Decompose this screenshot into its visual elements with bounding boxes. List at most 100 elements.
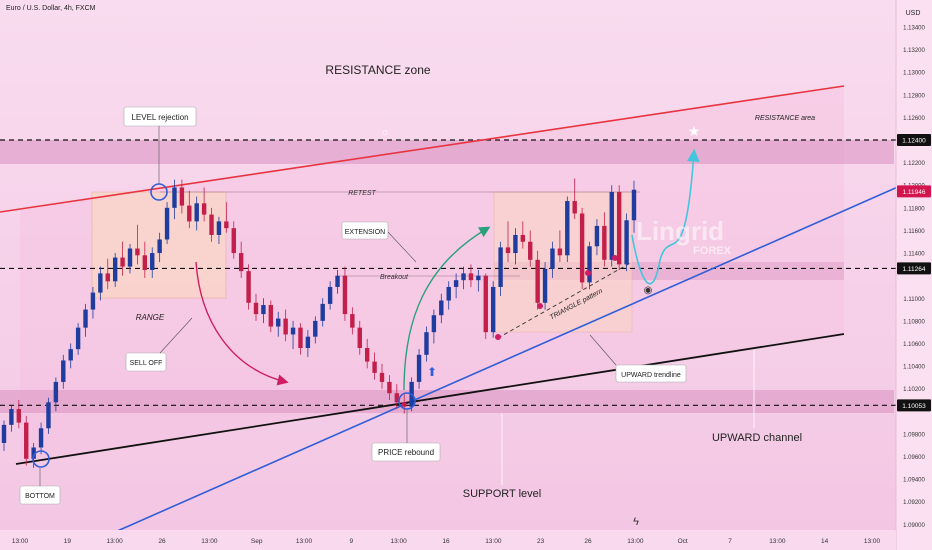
candle bbox=[16, 400, 22, 429]
time-tick-label: 26 bbox=[158, 538, 166, 545]
candle bbox=[305, 329, 311, 358]
candle bbox=[557, 230, 563, 263]
price-tick-label: 1.09000 bbox=[903, 523, 925, 529]
candle bbox=[68, 343, 73, 369]
extension-arrow bbox=[403, 226, 491, 391]
svg-text:BOTTOM: BOTTOM bbox=[25, 493, 55, 500]
time-tick-label: 13:00 bbox=[391, 538, 408, 545]
svg-text:LEVEL rejection: LEVEL rejection bbox=[131, 113, 188, 122]
candle bbox=[1, 420, 7, 451]
candle bbox=[216, 216, 222, 244]
time-axis[interactable] bbox=[0, 530, 896, 550]
candle bbox=[431, 309, 437, 344]
candle bbox=[135, 224, 140, 265]
breakout-label: Breakout bbox=[380, 274, 409, 281]
bottom-callout: BOTTOM bbox=[19, 468, 61, 505]
price-tick-label: 1.12200 bbox=[903, 161, 925, 167]
price-tick-label: 1.11600 bbox=[903, 229, 925, 235]
price-tick-label: 1.09800 bbox=[903, 432, 925, 438]
time-tick-label: 13:00 bbox=[107, 538, 124, 545]
candle bbox=[231, 221, 236, 259]
time-tick-label: 13:00 bbox=[296, 538, 313, 545]
price-tag bbox=[897, 134, 931, 146]
candle bbox=[350, 307, 355, 335]
time-tick-label: 14 bbox=[821, 538, 829, 545]
time-tick-label: 13:00 bbox=[627, 538, 644, 545]
candle bbox=[90, 286, 96, 319]
triangle-point-marker bbox=[612, 255, 618, 261]
support-level-label: SUPPORT level bbox=[463, 488, 541, 500]
candle bbox=[246, 264, 251, 310]
candle bbox=[594, 219, 600, 256]
time-tick-label: 7 bbox=[728, 538, 732, 545]
candle bbox=[572, 178, 577, 220]
extension-callout: EXTENSION bbox=[341, 221, 417, 263]
price-axis[interactable] bbox=[896, 0, 932, 550]
price-tick-label: 1.10200 bbox=[903, 387, 925, 393]
price-tag-label: 1.11264 bbox=[902, 266, 925, 273]
price-tick-label: 1.09200 bbox=[903, 500, 925, 506]
time-tick-label: 13:00 bbox=[864, 538, 881, 545]
candle bbox=[550, 241, 555, 278]
candle bbox=[187, 190, 192, 229]
candle bbox=[335, 270, 340, 294]
candle bbox=[402, 394, 407, 414]
price-tick-label: 1.11000 bbox=[903, 297, 925, 303]
triangle-lower-line bbox=[497, 261, 633, 339]
candle bbox=[342, 266, 348, 321]
candle bbox=[565, 196, 570, 263]
resistance-trendline bbox=[0, 85, 845, 213]
time-tick-label: Sep bbox=[251, 538, 263, 545]
candle bbox=[46, 397, 51, 434]
price-tick-label: 1.13200 bbox=[903, 48, 925, 54]
bottom-circle bbox=[32, 450, 50, 468]
resistance-area-label: RESISTANCE area bbox=[755, 115, 815, 122]
candle bbox=[528, 230, 533, 267]
candle bbox=[364, 338, 370, 369]
candle bbox=[372, 352, 377, 380]
price-tick-label: 1.09600 bbox=[903, 455, 925, 461]
projection-path bbox=[631, 148, 700, 285]
support-zone-band bbox=[0, 390, 894, 413]
time-tick-label: 19 bbox=[64, 538, 72, 545]
candle bbox=[624, 213, 629, 272]
candle bbox=[542, 262, 548, 310]
candle bbox=[142, 241, 148, 278]
resistance-zone-label: RESISTANCE zone bbox=[325, 63, 430, 77]
svg-text:PRICE rebound: PRICE rebound bbox=[378, 448, 434, 457]
price-tag bbox=[897, 399, 931, 412]
time-tick-label: 13:00 bbox=[12, 538, 29, 545]
price-tag-label: 1.12400 bbox=[902, 138, 926, 145]
candle bbox=[483, 273, 488, 339]
price-tick-label: 1.10600 bbox=[903, 342, 925, 348]
candle bbox=[61, 354, 66, 389]
candle bbox=[424, 326, 429, 362]
price-rebound-circle bbox=[398, 392, 416, 410]
star-icon: ★ bbox=[688, 123, 701, 139]
candle bbox=[53, 377, 59, 412]
price-tag bbox=[897, 262, 931, 275]
time-tick-label: 16 bbox=[442, 538, 450, 545]
candle bbox=[446, 281, 451, 310]
price-tick-label: 1.11400 bbox=[903, 252, 925, 258]
watermark-sub: FOREX bbox=[693, 245, 732, 257]
candle bbox=[38, 422, 44, 455]
candle bbox=[112, 253, 118, 287]
range-label: RANGE bbox=[136, 313, 165, 322]
price-tick-label: 1.12600 bbox=[903, 116, 925, 122]
svg-text:SELL OFF: SELL OFF bbox=[130, 360, 163, 367]
candle bbox=[394, 384, 400, 410]
symbol-title: Euro / U.S. Dollar, 4h, FXCM bbox=[6, 5, 96, 12]
retest-label: RETEST bbox=[348, 190, 376, 197]
candle bbox=[476, 270, 481, 292]
candle bbox=[520, 221, 526, 249]
time-tick-label: 13:00 bbox=[485, 538, 502, 545]
candle bbox=[535, 250, 540, 310]
time-tick-label: 13:00 bbox=[201, 538, 218, 545]
watermark-logo: Lingrid bbox=[636, 216, 724, 246]
price-tick-label: 1.10400 bbox=[903, 365, 925, 371]
candle bbox=[127, 244, 133, 274]
candle bbox=[276, 311, 281, 337]
candle bbox=[83, 303, 88, 337]
